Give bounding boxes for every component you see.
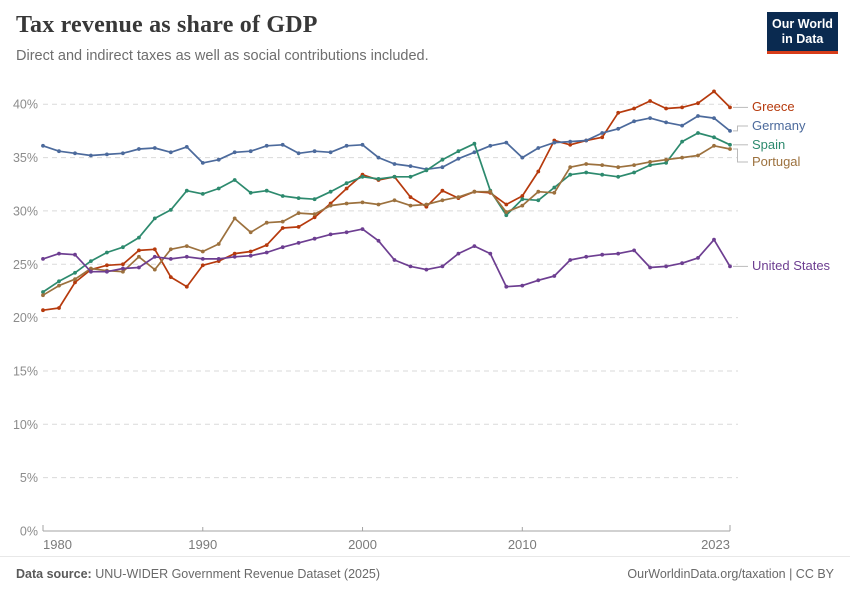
series-spain — [41, 131, 748, 294]
svg-text:2000: 2000 — [348, 537, 377, 552]
owid-logo[interactable]: Our World in Data — [767, 12, 838, 54]
series-label-greece[interactable]: Greece — [752, 99, 795, 115]
series-portugal — [41, 143, 748, 298]
svg-text:10%: 10% — [13, 418, 38, 432]
data-source-text: UNU-WIDER Government Revenue Dataset (20… — [91, 567, 381, 581]
chart-title: Tax revenue as share of GDP — [16, 12, 318, 38]
credit-link[interactable]: OurWorldinData.org/taxation | CC BY — [627, 567, 834, 581]
svg-text:2023: 2023 — [701, 537, 730, 552]
chart-subtitle: Direct and indirect taxes as well as soc… — [16, 48, 429, 64]
svg-text:5%: 5% — [20, 471, 38, 485]
line-chart: 0% 5% 10% 15% 20% 25% 30% 35% 40% 1980 1990 2000 201… — [13, 89, 748, 552]
svg-text:40%: 40% — [13, 98, 38, 112]
svg-text:30%: 30% — [13, 204, 38, 218]
series-united-states — [41, 227, 748, 289]
data-source-label: Data source: — [16, 567, 92, 581]
y-axis-labels: 0% 5% 10% 15% 20% 25% 30% 35% 40% — [13, 98, 38, 539]
logo-line1: Our World — [772, 17, 833, 31]
svg-text:1980: 1980 — [43, 537, 72, 552]
svg-text:20%: 20% — [13, 311, 38, 325]
leader-line-germany — [733, 125, 748, 132]
series-label-spain[interactable]: Spain — [752, 136, 786, 152]
svg-text:1990: 1990 — [188, 537, 217, 552]
svg-text:35%: 35% — [13, 151, 38, 165]
y-gridlines — [43, 103, 738, 479]
svg-text:2010: 2010 — [508, 537, 537, 552]
footer-divider — [0, 556, 850, 557]
series-line-spain[interactable] — [42, 132, 731, 293]
series-label-united-states[interactable]: United States — [752, 258, 831, 274]
leader-line-portugal — [733, 148, 748, 163]
x-axis: 1980 1990 2000 2010 2023 — [42, 525, 731, 552]
series-line-united-states[interactable] — [42, 228, 731, 288]
svg-text:25%: 25% — [13, 258, 38, 272]
series-label-germany[interactable]: Germany — [752, 118, 806, 133]
logo-line2: in Data — [781, 32, 824, 46]
svg-text:15%: 15% — [13, 364, 38, 378]
series-line-germany[interactable] — [42, 115, 731, 171]
series-line-portugal[interactable] — [42, 144, 731, 297]
svg-text:0%: 0% — [20, 525, 38, 539]
series-germany — [41, 114, 748, 172]
series-label-portugal[interactable]: Portugal — [752, 154, 801, 169]
data-source: Data source: UNU-WIDER Government Revenu… — [16, 567, 380, 581]
